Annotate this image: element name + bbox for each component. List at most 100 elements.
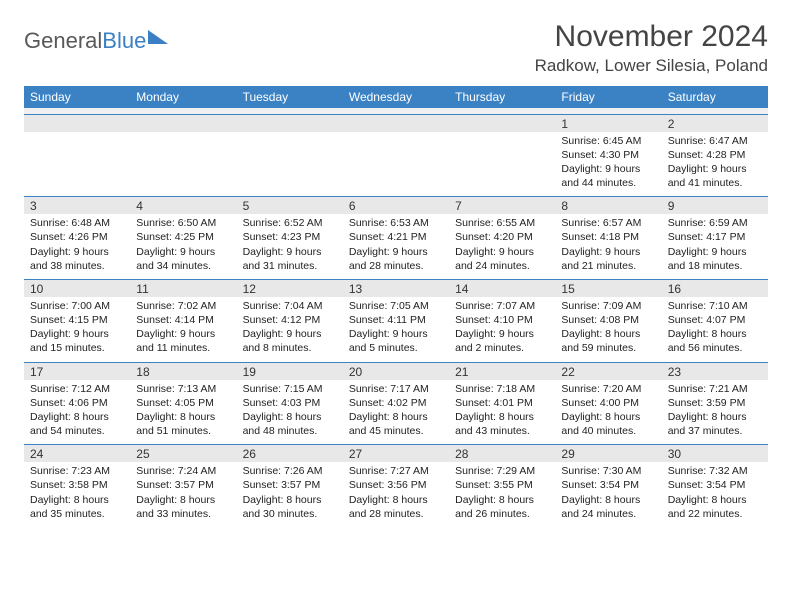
daylight-text: Daylight: 9 hours and 38 minutes. (30, 245, 124, 273)
day-cell: Sunrise: 7:00 AMSunset: 4:15 PMDaylight:… (24, 297, 130, 362)
daylight-text: Daylight: 8 hours and 40 minutes. (561, 410, 655, 438)
day-number: 8 (555, 197, 661, 215)
day-number: 5 (237, 197, 343, 215)
sunrise-text: Sunrise: 7:13 AM (136, 382, 230, 396)
sunrise-text: Sunrise: 6:59 AM (668, 216, 762, 230)
day-cell: Sunrise: 7:17 AMSunset: 4:02 PMDaylight:… (343, 380, 449, 445)
day-cell: Sunrise: 7:15 AMSunset: 4:03 PMDaylight:… (237, 380, 343, 445)
day-number: 25 (130, 445, 236, 463)
sunrise-text: Sunrise: 7:10 AM (668, 299, 762, 313)
sunrise-text: Sunrise: 6:57 AM (561, 216, 655, 230)
sunset-text: Sunset: 4:02 PM (349, 396, 443, 410)
day-number: 30 (662, 445, 768, 463)
day-number: 24 (24, 445, 130, 463)
sunset-text: Sunset: 3:57 PM (243, 478, 337, 492)
sunrise-text: Sunrise: 7:12 AM (30, 382, 124, 396)
day-cell: Sunrise: 6:59 AMSunset: 4:17 PMDaylight:… (662, 214, 768, 279)
sunset-text: Sunset: 4:12 PM (243, 313, 337, 327)
sunset-text: Sunset: 3:59 PM (668, 396, 762, 410)
sunset-text: Sunset: 4:26 PM (30, 230, 124, 244)
daylight-text: Daylight: 9 hours and 21 minutes. (561, 245, 655, 273)
daylight-text: Daylight: 8 hours and 35 minutes. (30, 493, 124, 521)
day-content-row: Sunrise: 7:12 AMSunset: 4:06 PMDaylight:… (24, 380, 768, 445)
sunset-text: Sunset: 4:18 PM (561, 230, 655, 244)
sunrise-text: Sunrise: 7:09 AM (561, 299, 655, 313)
header: GeneralBlue November 2024 Radkow, Lower … (24, 20, 768, 76)
daylight-text: Daylight: 8 hours and 26 minutes. (455, 493, 549, 521)
logo: GeneralBlue (24, 20, 168, 54)
daylight-text: Daylight: 9 hours and 44 minutes. (561, 162, 655, 190)
sunrise-text: Sunrise: 6:45 AM (561, 134, 655, 148)
sunrise-text: Sunrise: 7:20 AM (561, 382, 655, 396)
sunset-text: Sunset: 4:23 PM (243, 230, 337, 244)
dayhead-sun: Sunday (24, 86, 130, 108)
daynum-row: 12 (24, 114, 768, 132)
sunset-text: Sunset: 4:07 PM (668, 313, 762, 327)
daylight-text: Daylight: 8 hours and 45 minutes. (349, 410, 443, 438)
sunrise-text: Sunrise: 6:50 AM (136, 216, 230, 230)
daynum-row: 24252627282930 (24, 445, 768, 463)
daylight-text: Daylight: 8 hours and 24 minutes. (561, 493, 655, 521)
day-number: 18 (130, 362, 236, 380)
day-number: 20 (343, 362, 449, 380)
sunset-text: Sunset: 3:54 PM (668, 478, 762, 492)
sunset-text: Sunset: 4:28 PM (668, 148, 762, 162)
sunset-text: Sunset: 4:14 PM (136, 313, 230, 327)
sunset-text: Sunset: 3:58 PM (30, 478, 124, 492)
sunrise-text: Sunrise: 7:04 AM (243, 299, 337, 313)
sunrise-text: Sunrise: 7:18 AM (455, 382, 549, 396)
sunset-text: Sunset: 4:06 PM (30, 396, 124, 410)
daynum-row: 17181920212223 (24, 362, 768, 380)
day-number: 28 (449, 445, 555, 463)
day-number: 12 (237, 279, 343, 297)
sunrise-text: Sunrise: 6:47 AM (668, 134, 762, 148)
daylight-text: Daylight: 9 hours and 2 minutes. (455, 327, 549, 355)
sunrise-text: Sunrise: 7:00 AM (30, 299, 124, 313)
sunset-text: Sunset: 4:00 PM (561, 396, 655, 410)
sunrise-text: Sunrise: 7:32 AM (668, 464, 762, 478)
day-content-row: Sunrise: 7:00 AMSunset: 4:15 PMDaylight:… (24, 297, 768, 362)
day-cell: Sunrise: 7:18 AMSunset: 4:01 PMDaylight:… (449, 380, 555, 445)
day-number: 4 (130, 197, 236, 215)
daylight-text: Daylight: 8 hours and 48 minutes. (243, 410, 337, 438)
day-cell: Sunrise: 7:07 AMSunset: 4:10 PMDaylight:… (449, 297, 555, 362)
day-cell (343, 132, 449, 197)
day-cell (130, 132, 236, 197)
sunset-text: Sunset: 4:17 PM (668, 230, 762, 244)
daylight-text: Daylight: 8 hours and 37 minutes. (668, 410, 762, 438)
daylight-text: Daylight: 9 hours and 15 minutes. (30, 327, 124, 355)
day-cell: Sunrise: 7:05 AMSunset: 4:11 PMDaylight:… (343, 297, 449, 362)
sunset-text: Sunset: 4:11 PM (349, 313, 443, 327)
daynum-row: 3456789 (24, 197, 768, 215)
daylight-text: Daylight: 8 hours and 33 minutes. (136, 493, 230, 521)
day-cell (237, 132, 343, 197)
day-cell: Sunrise: 7:10 AMSunset: 4:07 PMDaylight:… (662, 297, 768, 362)
day-number (237, 114, 343, 132)
day-number: 10 (24, 279, 130, 297)
daylight-text: Daylight: 8 hours and 22 minutes. (668, 493, 762, 521)
day-cell: Sunrise: 7:23 AMSunset: 3:58 PMDaylight:… (24, 462, 130, 527)
daynum-row: 10111213141516 (24, 279, 768, 297)
day-header-row: Sunday Monday Tuesday Wednesday Thursday… (24, 86, 768, 108)
sunset-text: Sunset: 4:20 PM (455, 230, 549, 244)
day-number: 23 (662, 362, 768, 380)
sunset-text: Sunset: 3:55 PM (455, 478, 549, 492)
logo-text-2: Blue (102, 28, 146, 54)
day-number: 21 (449, 362, 555, 380)
day-cell: Sunrise: 7:04 AMSunset: 4:12 PMDaylight:… (237, 297, 343, 362)
sunrise-text: Sunrise: 7:15 AM (243, 382, 337, 396)
daylight-text: Daylight: 8 hours and 51 minutes. (136, 410, 230, 438)
day-number: 1 (555, 114, 661, 132)
daylight-text: Daylight: 8 hours and 56 minutes. (668, 327, 762, 355)
daylight-text: Daylight: 8 hours and 54 minutes. (30, 410, 124, 438)
dayhead-sat: Saturday (662, 86, 768, 108)
sunset-text: Sunset: 4:15 PM (30, 313, 124, 327)
sunrise-text: Sunrise: 7:07 AM (455, 299, 549, 313)
day-number: 15 (555, 279, 661, 297)
dayhead-thu: Thursday (449, 86, 555, 108)
month-title: November 2024 (535, 20, 768, 54)
sunrise-text: Sunrise: 7:29 AM (455, 464, 549, 478)
day-cell: Sunrise: 6:55 AMSunset: 4:20 PMDaylight:… (449, 214, 555, 279)
day-cell: Sunrise: 7:24 AMSunset: 3:57 PMDaylight:… (130, 462, 236, 527)
sunrise-text: Sunrise: 7:05 AM (349, 299, 443, 313)
